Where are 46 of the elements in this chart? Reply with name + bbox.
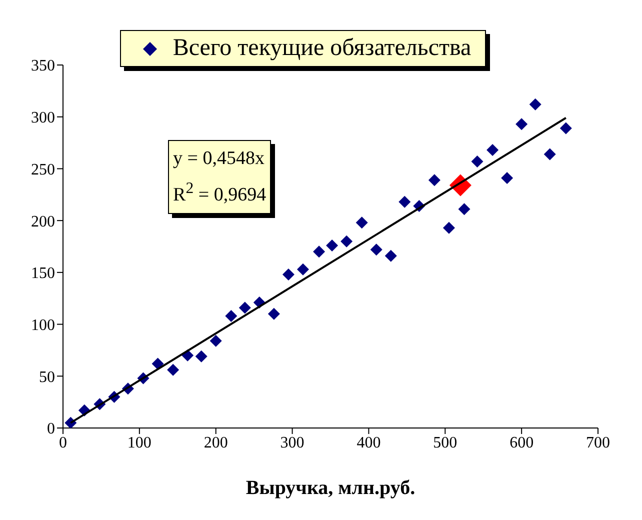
- y-tick-label: 200: [31, 213, 55, 230]
- legend-label: Всего текущие обязательства: [172, 35, 472, 62]
- x-axis-title: Выручка, млн.руб.: [246, 477, 416, 499]
- annotation: R$^{2}$ = 0,9694: [173, 179, 266, 208]
- point: [560, 122, 572, 134]
- x-tick-label: 0: [59, 434, 67, 452]
- x-tick-label: 400: [356, 434, 381, 452]
- point: [428, 174, 440, 186]
- point: [486, 144, 499, 156]
- x-tick-label: 700: [586, 434, 610, 452]
- point: [471, 155, 484, 168]
- y-tick-label: 350: [31, 58, 55, 75]
- x-tick-label: 100: [127, 434, 152, 452]
- y-tick-label: 250: [31, 161, 55, 178]
- point: [238, 302, 251, 314]
- point: [544, 148, 556, 160]
- point: [442, 222, 455, 234]
- point: [326, 239, 338, 252]
- point: [398, 196, 411, 208]
- point: [501, 172, 514, 184]
- point: [516, 118, 528, 130]
- point: [313, 246, 326, 258]
- y-tick-label: 0: [47, 420, 55, 438]
- point: [458, 203, 470, 216]
- x-tick-label: 300: [280, 434, 304, 452]
- point: [296, 263, 309, 276]
- y-tick-label: 300: [31, 110, 55, 127]
- point: [384, 250, 397, 262]
- point: [529, 98, 542, 110]
- y-tick-label: 150: [31, 265, 55, 282]
- point: [225, 310, 238, 322]
- y-tick-label: 50: [39, 368, 55, 386]
- point: [152, 358, 164, 370]
- point: [282, 268, 294, 281]
- annotation: y = 0,4548x: [173, 147, 266, 171]
- point: [167, 364, 180, 376]
- x-tick-label: 500: [433, 434, 458, 452]
- point: [210, 334, 222, 347]
- point: [268, 308, 280, 320]
- x-tick-label: 200: [204, 434, 228, 452]
- point: [370, 244, 382, 256]
- point: [356, 216, 368, 229]
- x-tick-label: 600: [510, 434, 534, 452]
- point: [340, 235, 353, 248]
- point: [195, 350, 208, 362]
- y-tick-label: 100: [31, 316, 55, 334]
